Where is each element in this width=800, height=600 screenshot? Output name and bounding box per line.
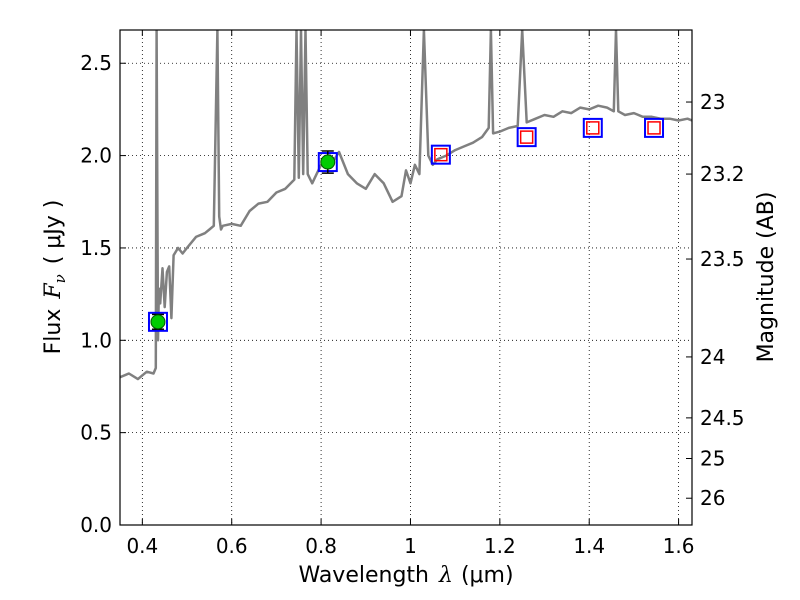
y2-tick-label: 23.2 bbox=[700, 162, 745, 186]
plot-frame bbox=[119, 29, 693, 526]
x-tick-label: 1.6 bbox=[663, 534, 695, 558]
grid-lines bbox=[120, 30, 692, 525]
plot-area bbox=[120, 30, 692, 381]
y2-axis-label: Magnitude (AB) bbox=[754, 192, 779, 363]
y2-tick-label: 24 bbox=[700, 345, 725, 369]
bandpass-marker-blue bbox=[430, 144, 451, 165]
bandpass-marker-red bbox=[434, 147, 448, 162]
y-axis-label: FluxFν( μJy ) bbox=[41, 200, 69, 355]
x-tick-label: 1 bbox=[404, 534, 417, 558]
y2-tick-label: 25 bbox=[700, 447, 725, 471]
bandpass-marker-red bbox=[586, 121, 600, 135]
bandpass-marker-blue bbox=[516, 127, 537, 148]
x-tick-label: 0.6 bbox=[216, 534, 248, 558]
x-axis-label: Wavelength λ (μm) bbox=[298, 563, 513, 588]
y2-tick-label: 24.5 bbox=[700, 406, 745, 430]
y2-tick-label: 23.5 bbox=[700, 247, 745, 271]
bandpass-marker-blue bbox=[147, 311, 168, 332]
y-tick-label: 0.0 bbox=[80, 513, 112, 537]
y-tick-label: 0.5 bbox=[80, 421, 112, 445]
y-tick-label: 2.0 bbox=[80, 144, 112, 168]
y-tick-label: 2.5 bbox=[80, 51, 112, 75]
bandpass-marker-blue bbox=[582, 117, 603, 138]
x-tick-label: 1.2 bbox=[484, 534, 516, 558]
bandpass-marker-red bbox=[519, 130, 534, 144]
x-tick-label: 0.8 bbox=[305, 534, 337, 558]
photometry-point bbox=[320, 154, 336, 170]
y2-tick-label: 26 bbox=[700, 486, 725, 510]
axis-ticks: 0.4 0.6 0.8 1 1.2 1.4 1.6 0.0 0.5 1.0 1.5 2.0 2.5 23 2… bbox=[80, 30, 745, 558]
bandpass-marker-red bbox=[647, 121, 661, 135]
bandpass-marker-blue bbox=[644, 117, 665, 138]
y-tick-label: 1.0 bbox=[80, 328, 112, 352]
x-tick-label: 1.4 bbox=[573, 534, 605, 558]
photometry-point bbox=[150, 314, 166, 330]
x-tick-label: 0.4 bbox=[126, 534, 158, 558]
y2-tick-label: 23 bbox=[700, 90, 725, 114]
y-tick-label: 1.5 bbox=[80, 236, 112, 260]
spectrum-line bbox=[120, 30, 692, 381]
